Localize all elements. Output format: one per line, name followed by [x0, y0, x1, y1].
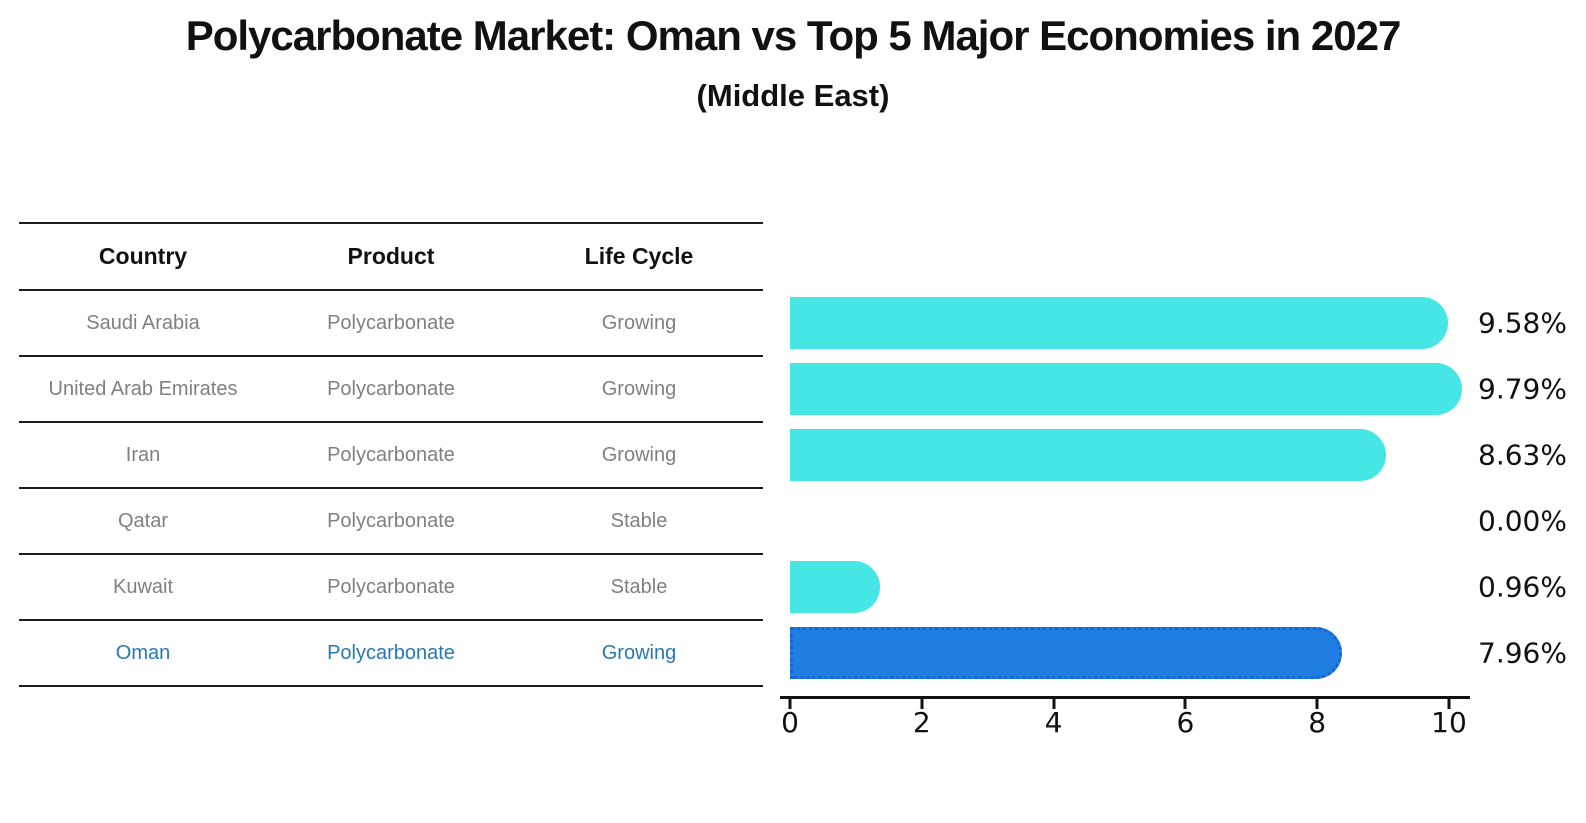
- cell-life-cycle: Growing: [515, 422, 763, 489]
- bar-united-arab-emirates: [790, 363, 1462, 415]
- x-axis-tick: [788, 699, 792, 709]
- bar-iran: [790, 429, 1386, 481]
- x-axis-line: [780, 696, 1470, 699]
- bar-value-label: 8.63%: [1478, 438, 1567, 472]
- x-axis-tick-label: 6: [1176, 706, 1195, 739]
- cell-life-cycle: Growing: [515, 356, 763, 423]
- cell-product: Polycarbonate: [267, 290, 515, 357]
- cell-product: Polycarbonate: [267, 554, 515, 621]
- bar-value-label: 9.58%: [1478, 306, 1567, 340]
- bar-plot-area: [790, 0, 1462, 823]
- table-header-row: Country Product Life Cycle: [19, 222, 763, 291]
- cell-life-cycle: Growing: [515, 290, 763, 357]
- x-axis-tick-label: 8: [1308, 706, 1327, 739]
- x-axis-tick: [1447, 699, 1451, 709]
- bar-value-label: 0.96%: [1478, 570, 1567, 604]
- cell-product: Polycarbonate: [267, 422, 515, 489]
- chart-subtitle: (Middle East): [696, 78, 890, 113]
- x-axis-tick: [1315, 699, 1319, 709]
- table-row-kuwait: Kuwait Polycarbonate Stable: [19, 554, 763, 621]
- x-axis-tick-label: 2: [912, 706, 931, 739]
- bar-saudi-arabia: [790, 297, 1448, 349]
- table-row-iran: Iran Polycarbonate Growing: [19, 422, 763, 489]
- bar-oman-highlighted: [790, 627, 1342, 679]
- cell-country: Iran: [19, 422, 267, 489]
- cell-country: Qatar: [19, 488, 267, 555]
- cell-product: Polycarbonate: [267, 356, 515, 423]
- x-axis-tick: [1183, 699, 1187, 709]
- cell-country: Kuwait: [19, 554, 267, 621]
- cell-country: Oman: [19, 620, 267, 687]
- chart-title: Polycarbonate Market: Oman vs Top 5 Majo…: [185, 12, 1402, 59]
- cell-country: Saudi Arabia: [19, 290, 267, 357]
- column-header-country: Country: [19, 222, 267, 291]
- bar-kuwait: [790, 561, 880, 613]
- cell-product: Polycarbonate: [267, 620, 515, 687]
- bar-value-label: 9.79%: [1478, 372, 1567, 406]
- table-row-saudi-arabia: Saudi Arabia Polycarbonate Growing: [19, 290, 763, 357]
- table-row-oman-highlighted: Oman Polycarbonate Growing: [19, 620, 763, 687]
- cell-product: Polycarbonate: [267, 488, 515, 555]
- bar-value-label: 7.96%: [1478, 636, 1567, 670]
- cell-life-cycle: Stable: [515, 488, 763, 555]
- x-axis-ticks: 0 2 4 6 8 10: [781, 0, 1467, 823]
- x-axis-tick: [920, 699, 924, 709]
- x-axis-tick-label: 10: [1431, 706, 1467, 739]
- cell-country: United Arab Emirates: [19, 356, 267, 423]
- table-row-united-arab-emirates: United Arab Emirates Polycarbonate Growi…: [19, 356, 763, 423]
- country-comparison-table: Country Product Life Cycle Saudi Arabia …: [19, 222, 763, 687]
- cell-life-cycle: Stable: [515, 554, 763, 621]
- bar-value-label: 0.00%: [1478, 504, 1567, 538]
- table-row-qatar: Qatar Polycarbonate Stable: [19, 488, 763, 555]
- x-axis-tick-label: 4: [1044, 706, 1063, 739]
- x-axis-tick: [1052, 699, 1056, 709]
- cell-life-cycle: Growing: [515, 620, 763, 687]
- column-header-life-cycle: Life Cycle: [515, 222, 763, 291]
- column-header-product: Product: [267, 222, 515, 291]
- x-axis-tick-label: 0: [781, 706, 799, 739]
